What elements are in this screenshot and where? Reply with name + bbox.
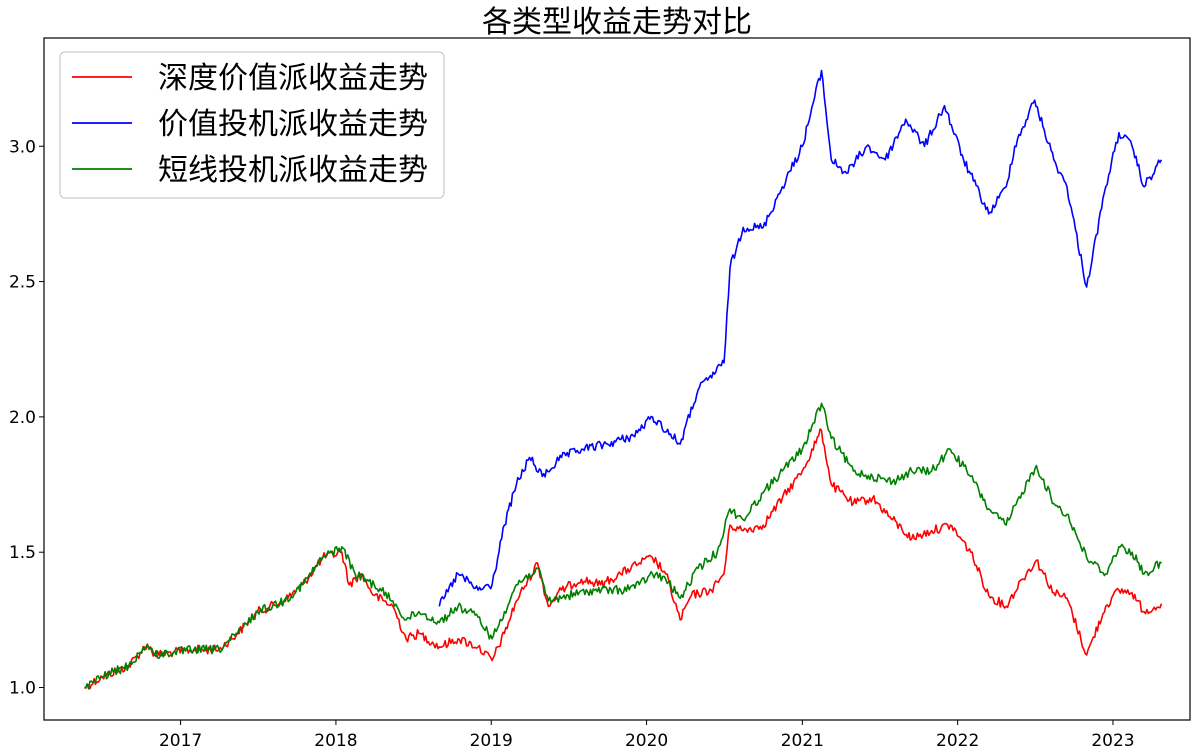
chart-title: 各类型收益走势对比 (482, 5, 752, 40)
x-tick-label: 2021 (781, 731, 824, 751)
x-tick-label: 2023 (1091, 731, 1134, 751)
y-tick-label: 2.0 (9, 408, 36, 428)
y-tick-label: 2.5 (9, 273, 36, 293)
y-tick-label: 1.0 (9, 679, 36, 699)
legend-label-3: 短线投机派收益走势 (158, 153, 428, 188)
series-line-1 (84, 428, 1163, 690)
y-tick-label: 1.5 (9, 543, 36, 563)
plot-frame (43, 37, 1191, 721)
x-tick-label: 2017 (159, 731, 202, 751)
series-line-3 (84, 402, 1162, 690)
series-line-2 (438, 69, 1163, 607)
x-tick-label: 2018 (314, 731, 357, 751)
x-tick-label: 2022 (936, 731, 979, 751)
series-lines (84, 69, 1163, 690)
x-tick-label: 2020 (625, 731, 668, 751)
legend-box (59, 51, 445, 199)
legend-label-1: 深度价值派收益走势 (158, 61, 428, 96)
legend-label-2: 价值投机派收益走势 (158, 107, 428, 142)
x-tick-label: 2019 (470, 731, 513, 751)
axis-ticks: 2017 2018 2019 2020 2021 2022 2023 1.0 1.5 2.0 2.5… (9, 137, 1135, 751)
y-tick-label: 3.0 (9, 137, 36, 157)
